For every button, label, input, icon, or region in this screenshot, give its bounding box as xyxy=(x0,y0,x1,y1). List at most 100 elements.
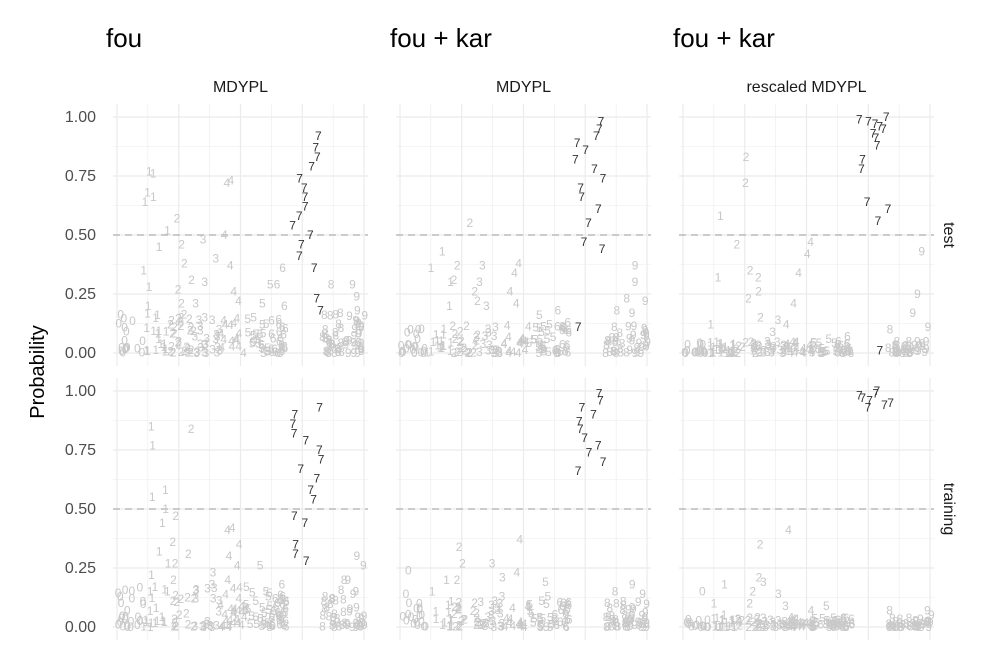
point-label: 1 xyxy=(710,346,717,360)
point-label: 1 xyxy=(156,240,163,254)
point-label: 4 xyxy=(227,318,234,332)
point-label: 8 xyxy=(606,335,613,349)
point-label: 1 xyxy=(161,582,168,596)
point-label: 4 xyxy=(233,312,240,326)
point-label: 8 xyxy=(325,346,332,360)
point-label: 7 xyxy=(866,393,873,407)
point-label: 1 xyxy=(155,332,162,346)
point-label: 1 xyxy=(730,613,737,627)
y-tick-label: 0.50 xyxy=(65,227,96,244)
point-label: 0 xyxy=(399,609,406,623)
point-label: 0 xyxy=(411,346,418,360)
point-label: 3 xyxy=(782,599,789,613)
point-label: 1 xyxy=(728,613,735,627)
point-label: 7 xyxy=(859,391,866,405)
point-label: 3 xyxy=(496,346,503,360)
point-label: 4 xyxy=(229,339,236,353)
point-label: 1 xyxy=(730,337,737,351)
point-label: 4 xyxy=(501,336,508,350)
point-label: 3 xyxy=(194,345,201,359)
point-label: 3 xyxy=(780,619,787,633)
point-label: 1 xyxy=(430,335,437,349)
point-label: 2 xyxy=(456,345,463,359)
point-label: 3 xyxy=(476,275,483,289)
point-label: 5 xyxy=(267,278,274,292)
point-label: 2 xyxy=(466,346,473,360)
point-label: 3 xyxy=(485,325,492,339)
point-label: 7 xyxy=(298,237,305,251)
point-label: 6 xyxy=(268,345,275,359)
point-label: 1 xyxy=(149,591,156,605)
point-label: 3 xyxy=(214,346,221,360)
point-label: 3 xyxy=(760,611,767,625)
point-label: 7 xyxy=(872,386,879,400)
point-label: 9 xyxy=(360,559,367,573)
point-label: 5 xyxy=(535,346,542,360)
point-label: 5 xyxy=(542,575,549,589)
point-label: 2 xyxy=(188,321,195,335)
point-label: 8 xyxy=(328,278,335,292)
point-label: 4 xyxy=(242,602,249,616)
point-label: 4 xyxy=(785,619,792,633)
point-label: 0 xyxy=(684,344,691,358)
point-label: 4 xyxy=(800,346,807,360)
column-title-3: fou + kar xyxy=(673,23,775,53)
point-label: 6 xyxy=(279,261,286,275)
point-label: 5 xyxy=(834,619,841,633)
point-label: 9 xyxy=(925,320,932,334)
point-label: 0 xyxy=(415,323,422,337)
point-label: 0 xyxy=(418,322,425,336)
point-label: 8 xyxy=(611,345,618,359)
point-label: 2 xyxy=(177,319,184,333)
point-label: 8 xyxy=(903,616,910,630)
point-label: 2 xyxy=(170,594,177,608)
point-label: 5 xyxy=(538,594,545,608)
point-label: 2 xyxy=(184,591,191,605)
point-label: 0 xyxy=(119,609,126,623)
point-label: 8 xyxy=(901,340,908,354)
point-label: 9 xyxy=(643,330,650,344)
point-label: 1 xyxy=(731,618,738,632)
point-label: 2 xyxy=(735,614,742,628)
point-label: 9 xyxy=(910,617,917,631)
point-label: 3 xyxy=(197,319,204,333)
point-label: 5 xyxy=(810,341,817,355)
point-label: 5 xyxy=(257,612,264,626)
point-label: 1 xyxy=(707,336,714,350)
point-label: 1 xyxy=(729,338,736,352)
point-label: 6 xyxy=(277,588,284,602)
point-label: 5 xyxy=(544,332,551,346)
point-label: 7 xyxy=(593,129,600,143)
point-label: 3 xyxy=(485,322,492,336)
point-label: 4 xyxy=(787,611,794,625)
point-label: 6 xyxy=(279,598,286,612)
point-label: 3 xyxy=(491,620,498,634)
point-label: 4 xyxy=(791,619,798,633)
point-label: 1 xyxy=(717,620,724,634)
point-label: 1 xyxy=(711,596,718,610)
point-label: 0 xyxy=(398,339,405,353)
point-label: 0 xyxy=(123,619,130,633)
point-label: 2 xyxy=(756,339,763,353)
point-label: 4 xyxy=(521,620,528,634)
point-label: 2 xyxy=(456,335,463,349)
point-label: 5 xyxy=(544,589,551,603)
point-label: 7 xyxy=(577,422,584,436)
point-label: 2 xyxy=(455,595,462,609)
point-label: 4 xyxy=(241,610,248,624)
point-label: 5 xyxy=(540,612,547,626)
point-label: 1 xyxy=(447,275,454,289)
point-label: 9 xyxy=(919,616,926,630)
point-label: 3 xyxy=(760,620,767,634)
point-label: 8 xyxy=(894,338,901,352)
point-label: 0 xyxy=(684,337,691,351)
point-label: 9 xyxy=(912,614,919,628)
point-label: 1 xyxy=(428,345,435,359)
point-label: 0 xyxy=(700,344,707,358)
point-label: 0 xyxy=(408,610,415,624)
point-label: 2 xyxy=(733,342,740,356)
point-label: 1 xyxy=(140,620,147,634)
point-label: 8 xyxy=(341,573,348,587)
row-strip-0: test xyxy=(940,222,957,248)
point-label: 8 xyxy=(613,620,620,634)
